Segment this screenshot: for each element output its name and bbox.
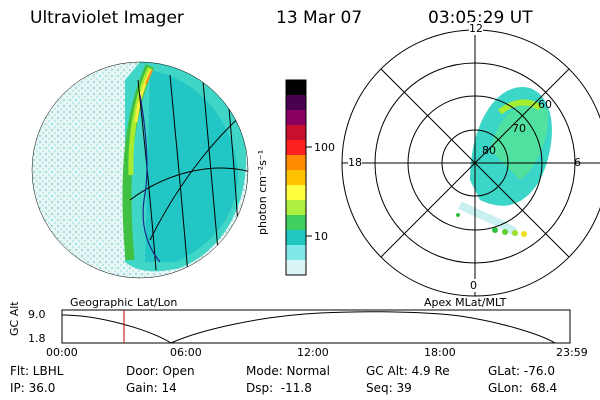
info-glat: GLat: -76.0 — [488, 364, 555, 378]
altplot-axis-label: GC Alt — [8, 301, 21, 336]
info-gain: Gain: 14 — [126, 381, 177, 395]
colorbar-segment — [286, 245, 306, 261]
mlt-label-18: 18 — [348, 156, 362, 169]
colorbar-segment — [286, 155, 306, 171]
colorbar-segment — [286, 125, 306, 141]
date-label: 13 Mar 07 — [276, 8, 363, 28]
colorbar-segment — [286, 260, 306, 276]
info-door: Door: Open — [126, 364, 195, 378]
info-mode: Mode: Normal — [246, 364, 330, 378]
colorbar-tick-10: 10 — [314, 230, 328, 243]
altplot-xtick-3: 18:00 — [424, 346, 456, 359]
mlt-label-0: 0 — [470, 279, 477, 292]
info-seq: Seq: 39 — [366, 381, 412, 395]
colorbar-segment — [286, 215, 306, 231]
lat-label-60: 60 — [538, 98, 552, 111]
mlt-label-12: 12 — [469, 22, 483, 35]
colorbar-segment — [286, 80, 306, 96]
altplot-xtick-1: 06:00 — [170, 346, 202, 359]
colorbar-segment — [286, 230, 306, 246]
colorbar-tick-100: 100 — [314, 141, 335, 154]
altplot-ytick-max: 9.0 — [28, 308, 46, 321]
colorbar-segment — [286, 95, 306, 111]
altplot-xtick-0: 00:00 — [46, 346, 78, 359]
colorbar-segment — [286, 200, 306, 216]
polar-image — [456, 86, 552, 237]
colorbar-segment — [286, 170, 306, 186]
instrument-title: Ultraviolet Imager — [30, 8, 184, 28]
geographic-image — [32, 62, 248, 278]
info-gc-alt: GC Alt: 4.9 Re — [366, 364, 450, 378]
geo-frame-label: Geographic Lat/Lon — [70, 296, 178, 309]
mlt-label-6: 6 — [574, 156, 581, 169]
altplot-xtick-4: 23:59 — [556, 346, 588, 359]
colorbar-unit-label: photon cm⁻²s⁻¹ — [256, 149, 269, 235]
info-filter: Flt: LBHL — [10, 364, 64, 378]
info-ip: IP: 36.0 — [10, 381, 56, 395]
colorbar-segment — [286, 140, 306, 156]
info-dsp: Dsp: -11.8 — [246, 381, 312, 395]
time-label: 03:05:29 UT — [428, 8, 533, 28]
altplot-ytick-min: 1.8 — [28, 332, 46, 345]
lat-label-70: 70 — [512, 122, 526, 135]
polar-frame-label: Apex MLat/MLT — [424, 296, 507, 309]
lat-label-80: 80 — [482, 144, 496, 157]
colorbar — [286, 80, 306, 276]
altplot-xtick-2: 12:00 — [297, 346, 329, 359]
info-glon: GLon: 68.4 — [488, 381, 558, 395]
colorbar-segment — [286, 185, 306, 201]
colorbar-segment — [286, 110, 306, 126]
